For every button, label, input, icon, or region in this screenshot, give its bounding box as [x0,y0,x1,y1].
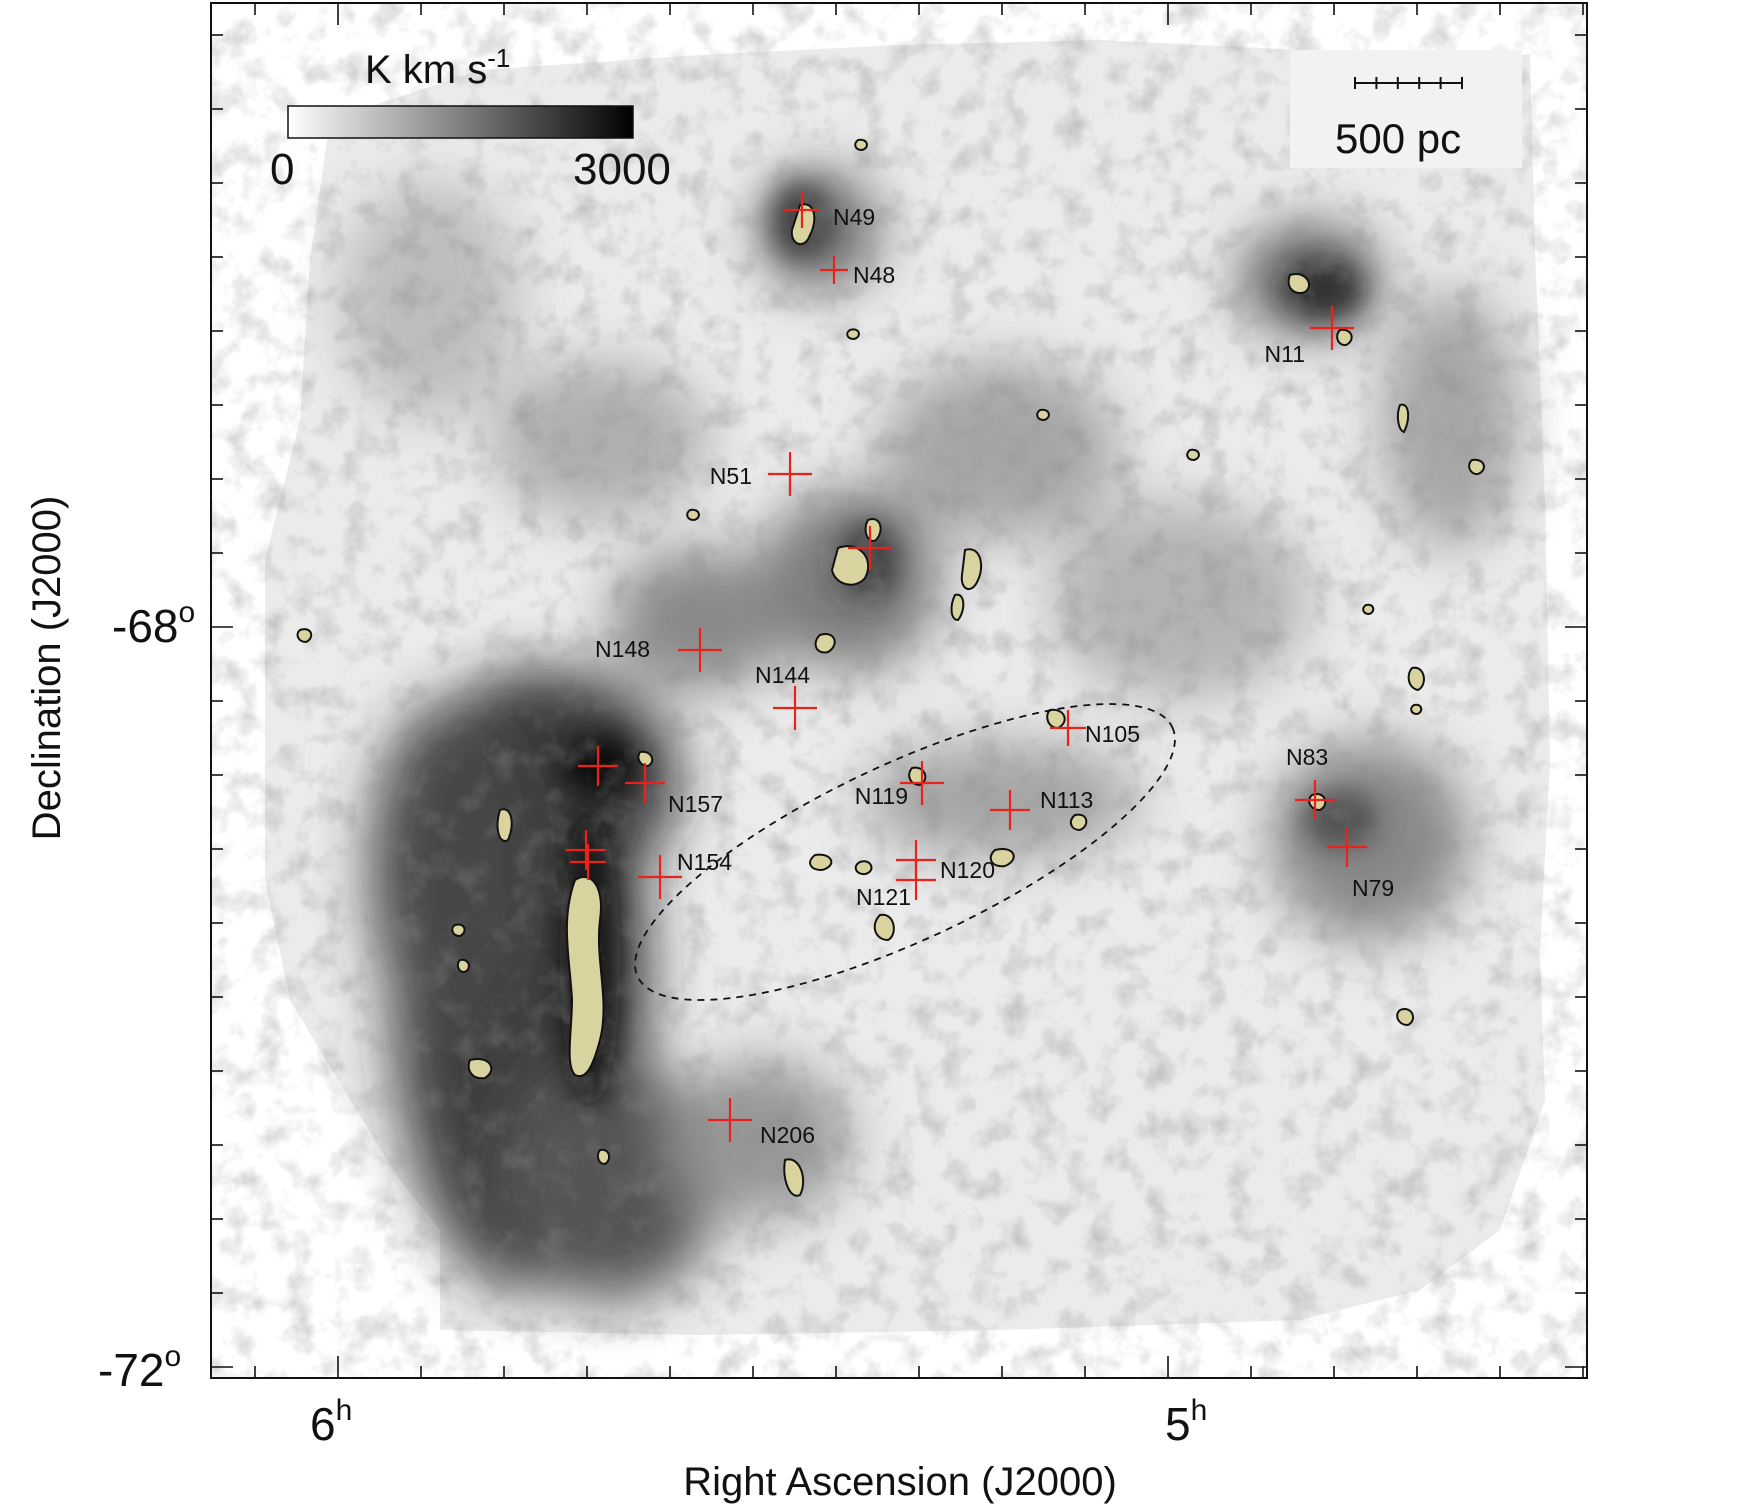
marker-n119 [900,761,944,805]
clump [854,138,868,152]
label-n79: N79 [1352,875,1394,901]
marker-n144 [773,686,817,730]
clump [873,913,895,942]
y-tick-labels: -68o -72o [98,596,195,1396]
marker-n148 [678,628,722,672]
label-n113: N113 [1040,787,1093,813]
x-tick-label: 6h [310,1394,352,1450]
marker-n11 [1310,306,1354,350]
region-markers [566,192,1367,1142]
clump [809,853,833,872]
label-n120: N120 [940,857,995,883]
axis-ticks [211,3,1587,1378]
clump [1336,328,1353,347]
marker-n157 [625,763,665,803]
label-n49: N49 [833,204,875,230]
colorbar-gradient [287,105,634,139]
clump [864,518,882,542]
clump [1287,273,1310,294]
scale-bar-label: 500 pc [1335,115,1461,162]
clump [1308,793,1327,812]
clump [451,923,466,938]
label-n148: N148 [595,636,650,662]
y-tick-label: -72o [98,1340,181,1396]
clump [1046,708,1066,730]
clump [989,848,1015,868]
clump [1396,1008,1415,1027]
label-n154: N154 [677,849,732,875]
clump [565,875,605,1078]
label-n206: N206 [760,1122,815,1148]
colorbar-title: K km s-1 [365,43,510,92]
marker-n121 [896,860,936,900]
label-n119: N119 [855,783,908,809]
y-tick-label: -68o [112,596,195,652]
scale-bar-background [1290,50,1522,168]
label-n105: N105 [1085,721,1140,747]
y-axis-title: Declination (J2000) [25,496,69,841]
marker-unlabeled [578,746,618,786]
label-n83: N83 [1286,744,1328,770]
clump [814,633,836,654]
clump [846,328,860,341]
clump [1396,403,1410,434]
clump [830,545,870,586]
clump [637,750,654,768]
x-tick-label: 5h [1165,1394,1207,1450]
clump [1069,813,1088,832]
clump [456,958,470,974]
marker-unlabeled [570,844,606,880]
clump-contours [296,138,1485,1197]
clump [790,203,816,245]
label-n48: N48 [853,262,895,288]
colorbar: K km s-1 0 3000 [270,43,671,194]
marker-n79 [1327,827,1367,867]
clump [296,628,313,644]
x-tick-labels: 6h 5h [310,1394,1207,1450]
clump [1362,603,1375,616]
co-emission-map [211,3,1587,1378]
label-n144: N144 [755,662,810,688]
clump [950,593,965,622]
plot-frame [210,2,1588,1379]
marker-unlabeled [566,830,606,870]
clump [854,860,873,876]
label-n51: N51 [710,463,752,489]
marker-n154 [638,855,682,899]
clump [1407,666,1425,692]
marker-unlabeled [848,526,892,570]
label-n121: N121 [856,884,911,910]
clump [1186,448,1200,462]
x-axis-title: Right Ascension (J2000) [683,1460,1117,1504]
label-n11: N11 [1265,341,1306,367]
marker-n105 [1050,710,1086,746]
colorbar-min-label: 0 [270,145,294,194]
clump [1036,408,1050,422]
marker-n113 [990,790,1030,830]
clump [596,1148,611,1166]
colorbar-max-label: 3000 [573,145,671,194]
clump [1410,703,1423,716]
scale-bar: 500 pc [1290,50,1522,168]
clump [467,1058,493,1080]
clump [1468,458,1485,476]
clump [496,808,513,842]
region-labels: N49 N48 N11 N51 N148 N144 N105 N83 N119 N113 N157 N… [595,204,1394,1148]
clump [686,508,700,522]
marker-n83 [1295,780,1335,820]
marker-n206 [708,1098,752,1142]
label-n157: N157 [668,791,723,817]
clump [783,1158,805,1197]
marker-n49 [784,192,820,228]
dashed-region-ellipse [634,703,1176,1001]
marker-n48 [820,256,848,284]
marker-n51 [768,452,812,496]
clump [960,548,983,590]
